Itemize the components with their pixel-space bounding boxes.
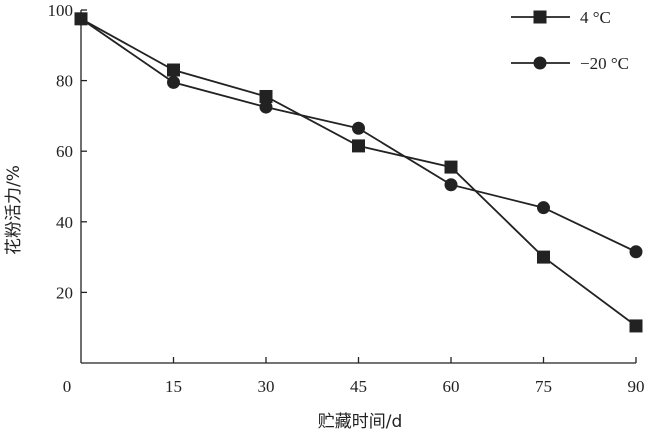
tick-labels: 20 40 60 80 100 0 15 30 45 60 75 90 xyxy=(48,1,645,396)
legend-entry: 4 °C xyxy=(511,8,611,27)
x-tick-label: 15 xyxy=(165,377,182,396)
data-point xyxy=(537,201,550,215)
origin-label: 0 xyxy=(63,377,72,396)
x-tick-label: 45 xyxy=(350,377,367,396)
legend: 4 °C −20 °C xyxy=(511,8,629,73)
y-tick-label: 20 xyxy=(56,283,73,302)
series-line xyxy=(80,18,637,327)
legend-label: −20 °C xyxy=(580,54,629,73)
data-point xyxy=(629,245,643,259)
y-tick-label: 40 xyxy=(56,213,73,232)
x-tick-label: 60 xyxy=(443,377,460,396)
data-point xyxy=(167,63,180,77)
legend-label: 4 °C xyxy=(580,8,611,27)
data-point xyxy=(167,75,180,89)
series-square xyxy=(74,12,643,333)
data-point xyxy=(537,250,550,264)
series-line xyxy=(80,18,637,253)
data-point xyxy=(352,139,365,153)
legend-marker xyxy=(533,56,547,70)
legend-entry: −20 °C xyxy=(511,54,629,73)
axes xyxy=(80,9,637,364)
x-tick-label: 90 xyxy=(628,377,645,396)
y-tick-label: 60 xyxy=(56,142,73,161)
data-point xyxy=(444,178,458,192)
data-point xyxy=(629,319,643,333)
data-point xyxy=(259,89,273,103)
legend-marker xyxy=(533,10,547,24)
y-axis-title: 花粉活力/% xyxy=(4,165,24,255)
y-tick-label: 100 xyxy=(48,1,74,20)
data-point xyxy=(259,100,273,114)
x-axis-title: 贮藏时间/d xyxy=(318,412,403,432)
data-point xyxy=(444,160,458,174)
x-tick-label: 30 xyxy=(258,377,275,396)
data-series xyxy=(74,12,643,333)
series-circle xyxy=(74,12,643,259)
y-tick-label: 80 xyxy=(56,72,73,91)
data-point xyxy=(352,121,365,135)
x-tick-label: 75 xyxy=(535,377,552,396)
data-point xyxy=(74,12,88,26)
